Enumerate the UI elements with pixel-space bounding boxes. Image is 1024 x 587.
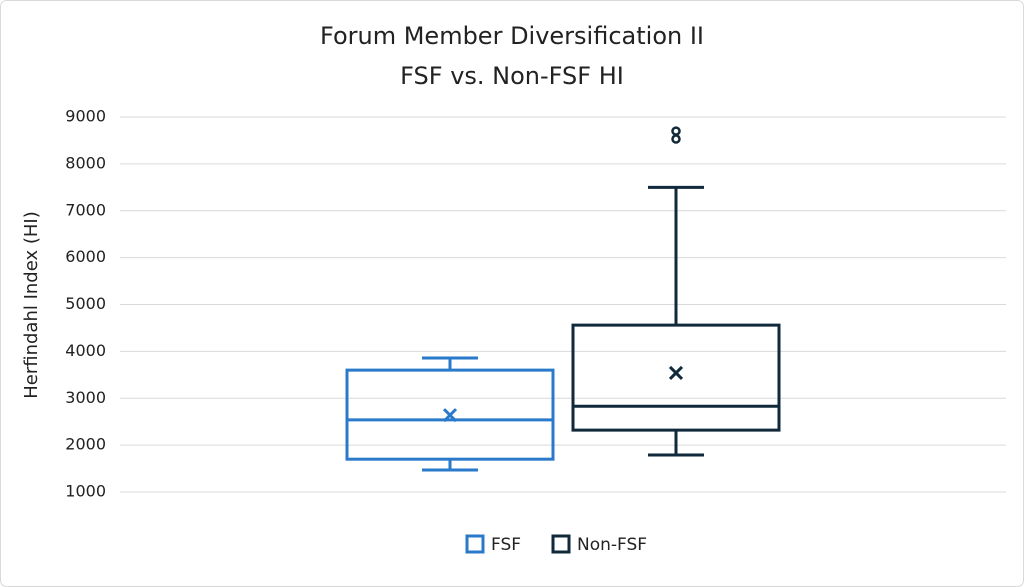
y-tick-label: 9000 <box>65 107 106 126</box>
chart-title: Forum Member Diversification II <box>320 22 704 50</box>
y-tick-label: 2000 <box>65 435 106 454</box>
legend-label: FSF <box>491 535 521 555</box>
mean-marker <box>668 365 684 380</box>
legend-label: Non-FSF <box>577 535 647 555</box>
y-axis-label: Herfindahl Index (HI) <box>21 211 42 399</box>
legend-swatch <box>465 534 485 554</box>
y-tick-label: 8000 <box>65 153 106 172</box>
chart-subtitle: FSF vs. Non-FSF HI <box>400 62 624 90</box>
box <box>571 323 781 432</box>
y-tick-label: 6000 <box>65 247 106 266</box>
box <box>345 368 555 461</box>
y-tick-label: 3000 <box>65 388 106 407</box>
y-tick-label: 7000 <box>65 200 106 219</box>
outlier <box>671 134 681 144</box>
y-tick-label: 5000 <box>65 294 106 313</box>
y-tick-label: 4000 <box>65 341 106 360</box>
y-tick-label: 1000 <box>65 482 106 501</box>
mean-marker <box>442 408 458 423</box>
legend-swatch <box>551 534 571 554</box>
